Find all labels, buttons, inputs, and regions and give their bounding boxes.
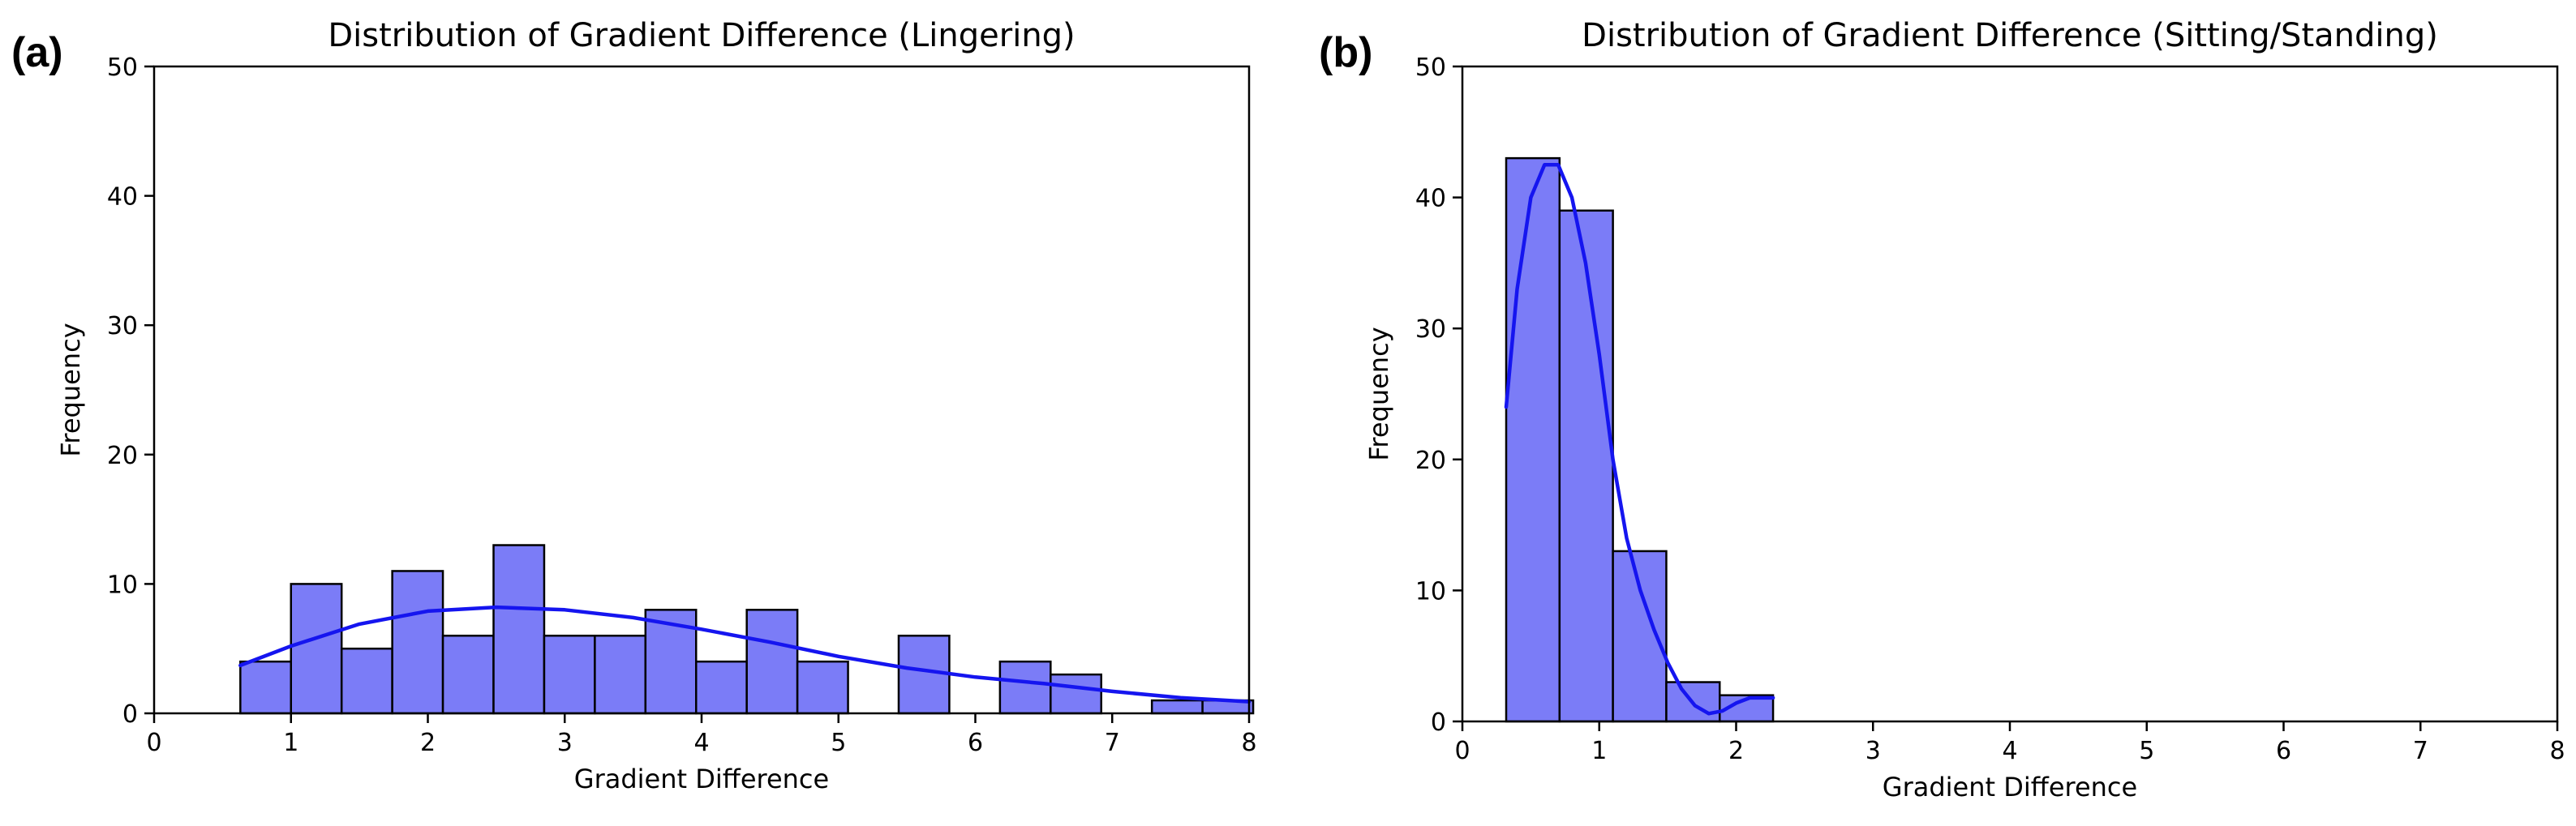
x-tick-label: 6	[968, 729, 983, 757]
y-tick-label: 0	[122, 700, 138, 729]
histogram-bar	[1150, 699, 1204, 715]
histogram-bar	[796, 660, 849, 715]
y-axis-label: Frequency	[1363, 327, 1394, 460]
chart-panel-a: (a) Distribution of Gradient Difference (…	[11, 17, 1257, 794]
y-axis-ticks: 0 10 20 30 40 50	[107, 53, 154, 729]
x-tick-label: 3	[1865, 737, 1881, 765]
histogram-bars	[1505, 156, 1775, 723]
histogram-bar	[290, 583, 343, 715]
x-tick-label: 5	[831, 729, 846, 757]
histogram-bar	[543, 634, 596, 715]
chart-title: Distribution of Gradient Difference (Sit…	[1582, 17, 2438, 54]
x-axis-label: Gradient Difference	[574, 764, 829, 794]
x-tick-label: 1	[1591, 737, 1607, 765]
histogram-bar	[239, 660, 292, 715]
y-tick-label: 50	[1415, 53, 1446, 82]
panel-label: (a)	[11, 29, 63, 76]
y-tick-label: 0	[1431, 708, 1446, 737]
histogram-bar	[340, 647, 393, 715]
x-axis-ticks: 0 1 2 3 4 5 6 7 8	[1454, 721, 2565, 765]
chart-title: Distribution of Gradient Difference (Lin…	[328, 17, 1075, 54]
y-tick-label: 20	[107, 442, 138, 470]
x-tick-label: 3	[557, 729, 573, 757]
x-tick-label: 7	[2413, 737, 2428, 765]
x-tick-label: 4	[2002, 737, 2017, 765]
histogram-bar	[441, 634, 495, 715]
histogram-bar	[695, 660, 748, 715]
histogram-bar	[492, 544, 546, 715]
histogram-bar	[1505, 156, 1561, 723]
histogram-bar	[1050, 673, 1102, 715]
panel-label: (b)	[1319, 29, 1372, 76]
x-axis-ticks: 0 1 2 3 4 5 6 7 8	[146, 713, 1257, 757]
y-tick-label: 40	[107, 183, 138, 212]
x-tick-label: 7	[1105, 729, 1120, 757]
x-axis-label: Gradient Difference	[1883, 772, 2137, 802]
histogram-bars	[239, 544, 1255, 715]
y-tick-label: 30	[107, 312, 138, 340]
histogram-bar	[391, 570, 444, 715]
x-tick-label: 0	[1454, 737, 1470, 765]
x-tick-label: 6	[2276, 737, 2291, 765]
kde-curve	[1504, 162, 1775, 716]
y-tick-label: 10	[1415, 577, 1446, 606]
histogram-bar	[745, 609, 799, 715]
y-axis-ticks: 0 10 20 30 40 50	[1415, 53, 1462, 737]
kde-curve	[238, 605, 1252, 704]
x-tick-label: 8	[1241, 729, 1256, 757]
x-tick-label: 2	[420, 729, 436, 757]
histogram-bar	[594, 634, 647, 715]
x-tick-label: 2	[1728, 737, 1744, 765]
y-tick-label: 30	[1415, 315, 1446, 344]
y-tick-label: 20	[1415, 447, 1446, 475]
histogram-bar	[897, 634, 951, 715]
x-tick-label: 5	[2139, 737, 2154, 765]
histogram-bar	[1558, 209, 1614, 723]
chart-panel-b: (b) Distribution of Gradient Difference (…	[1319, 17, 2565, 802]
y-tick-label: 10	[107, 571, 138, 599]
y-axis-label: Frequency	[55, 323, 86, 456]
x-tick-label: 4	[693, 729, 709, 757]
x-tick-label: 1	[283, 729, 298, 757]
x-tick-label: 0	[146, 729, 161, 757]
y-tick-label: 40	[1415, 185, 1446, 213]
histogram-bar	[998, 660, 1052, 715]
x-tick-label: 8	[2549, 737, 2565, 765]
y-tick-label: 50	[107, 53, 138, 82]
